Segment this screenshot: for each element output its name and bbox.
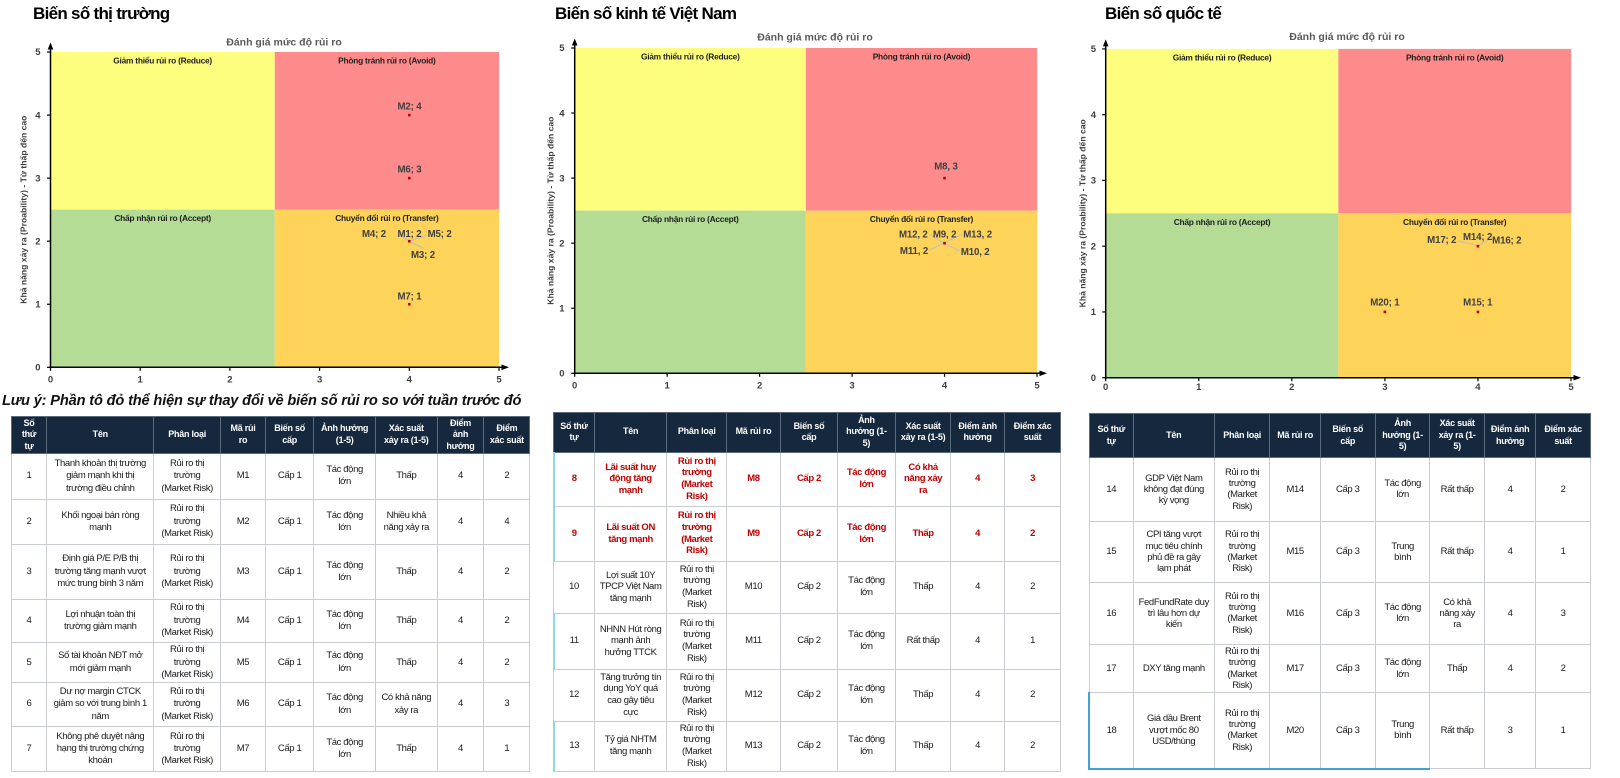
svg-text:5: 5 (1034, 380, 1040, 391)
svg-text:M16; 2: M16; 2 (1492, 236, 1521, 247)
svg-text:1: 1 (1091, 307, 1097, 318)
svg-text:Phòng tránh rủi ro (Avoid): Phòng tránh rủi ro (Avoid) (338, 56, 436, 66)
svg-text:2: 2 (1091, 241, 1096, 252)
svg-text:3: 3 (35, 173, 40, 184)
svg-text:5: 5 (1568, 382, 1574, 393)
svg-text:M12, 2: M12, 2 (899, 230, 928, 241)
svg-text:Giảm thiểu rủi ro (Reduce): Giảm thiểu rủi ro (Reduce) (1173, 52, 1272, 62)
svg-text:2: 2 (559, 238, 564, 249)
svg-text:4: 4 (559, 108, 565, 119)
svg-text:M2; 4: M2; 4 (397, 102, 422, 113)
svg-text:M8, 3: M8, 3 (934, 162, 958, 173)
svg-text:5: 5 (1091, 44, 1097, 55)
svg-text:1: 1 (35, 299, 41, 310)
svg-text:Khả năng xảy ra (Proability) -: Khả năng xảy ra (Proability) - Từ thấp đ… (546, 117, 556, 305)
svg-text:3: 3 (1382, 382, 1387, 393)
svg-text:1: 1 (665, 380, 671, 391)
svg-text:2: 2 (757, 380, 762, 391)
svg-text:M9, 2: M9, 2 (933, 230, 956, 241)
svg-text:4: 4 (407, 375, 413, 386)
svg-text:1: 1 (138, 375, 144, 386)
svg-text:3: 3 (849, 380, 854, 391)
svg-text:Khả năng xảy ra (Proability) -: Khả năng xảy ra (Proability) - Từ thấp đ… (1078, 119, 1088, 307)
svg-text:M10, 2: M10, 2 (961, 247, 990, 258)
svg-text:Đánh giá mức độ rủi ro: Đánh giá mức độ rủi ro (757, 32, 873, 44)
svg-text:M14; 2: M14; 2 (1463, 232, 1492, 243)
svg-text:M1; 2: M1; 2 (397, 229, 421, 240)
svg-text:M6; 3: M6; 3 (397, 165, 422, 176)
svg-text:Chuyển đổi rủi ro (Transfer): Chuyển đổi rủi ro (Transfer) (335, 213, 439, 223)
svg-text:4: 4 (35, 110, 41, 121)
svg-text:Phòng tránh rủi ro (Avoid): Phòng tránh rủi ro (Avoid) (873, 52, 971, 62)
svg-text:5: 5 (35, 47, 41, 58)
svg-text:0: 0 (1103, 382, 1108, 393)
svg-text:5: 5 (559, 43, 565, 54)
svg-text:Giảm thiểu rủi ro (Reduce): Giảm thiểu rủi ro (Reduce) (641, 52, 740, 62)
svg-text:M7; 1: M7; 1 (397, 292, 422, 303)
svg-text:Chuyển đổi rủi ro (Transfer): Chuyển đổi rủi ro (Transfer) (1403, 217, 1507, 227)
svg-text:2: 2 (35, 236, 40, 247)
svg-text:Chấp nhận rủi ro (Accept): Chấp nhận rủi ro (Accept) (114, 213, 211, 223)
svg-text:Đánh giá mức độ rủi ro: Đánh giá mức độ rủi ro (1289, 31, 1405, 43)
svg-text:2: 2 (227, 375, 232, 386)
svg-text:4: 4 (942, 380, 948, 391)
svg-text:0: 0 (572, 380, 577, 391)
svg-text:3: 3 (559, 173, 564, 184)
svg-text:4: 4 (1091, 110, 1097, 121)
svg-text:3: 3 (1091, 176, 1096, 187)
svg-text:Giảm thiểu rủi ro (Reduce): Giảm thiểu rủi ro (Reduce) (113, 56, 212, 66)
svg-text:M15; 1: M15; 1 (1463, 298, 1493, 309)
svg-text:0: 0 (559, 369, 564, 380)
svg-text:0: 0 (1091, 373, 1096, 384)
svg-text:M13, 2: M13, 2 (963, 230, 992, 241)
svg-text:5: 5 (496, 375, 502, 386)
svg-text:M3; 2: M3; 2 (411, 250, 435, 261)
svg-text:Chuyển đổi rủi ro (Transfer): Chuyển đổi rủi ro (Transfer) (870, 214, 974, 224)
svg-text:1: 1 (559, 303, 565, 314)
svg-text:1: 1 (1196, 382, 1202, 393)
svg-text:Chấp nhận rủi ro (Accept): Chấp nhận rủi ro (Accept) (642, 214, 739, 224)
svg-text:2: 2 (1289, 382, 1294, 393)
svg-text:0: 0 (35, 363, 40, 374)
svg-text:Chấp nhận rủi ro (Accept): Chấp nhận rủi ro (Accept) (1174, 217, 1271, 227)
svg-text:M17; 2: M17; 2 (1427, 235, 1456, 246)
svg-text:M4; 2: M4; 2 (362, 229, 386, 240)
svg-text:M11, 2: M11, 2 (900, 246, 928, 257)
svg-text:3: 3 (317, 375, 322, 386)
svg-text:M20; 1: M20; 1 (1370, 298, 1400, 309)
svg-text:Phòng tránh rủi ro (Avoid): Phòng tránh rủi ro (Avoid) (1406, 52, 1504, 62)
svg-text:0: 0 (48, 375, 53, 386)
svg-text:4: 4 (1475, 382, 1481, 393)
svg-text:Khả năng xảy ra (Proability) -: Khả năng xảy ra (Proability) - Từ thấp đ… (19, 116, 29, 304)
svg-text:Đánh giá mức độ rủi ro: Đánh giá mức độ rủi ro (226, 37, 342, 49)
svg-text:M5; 2: M5; 2 (428, 229, 452, 240)
